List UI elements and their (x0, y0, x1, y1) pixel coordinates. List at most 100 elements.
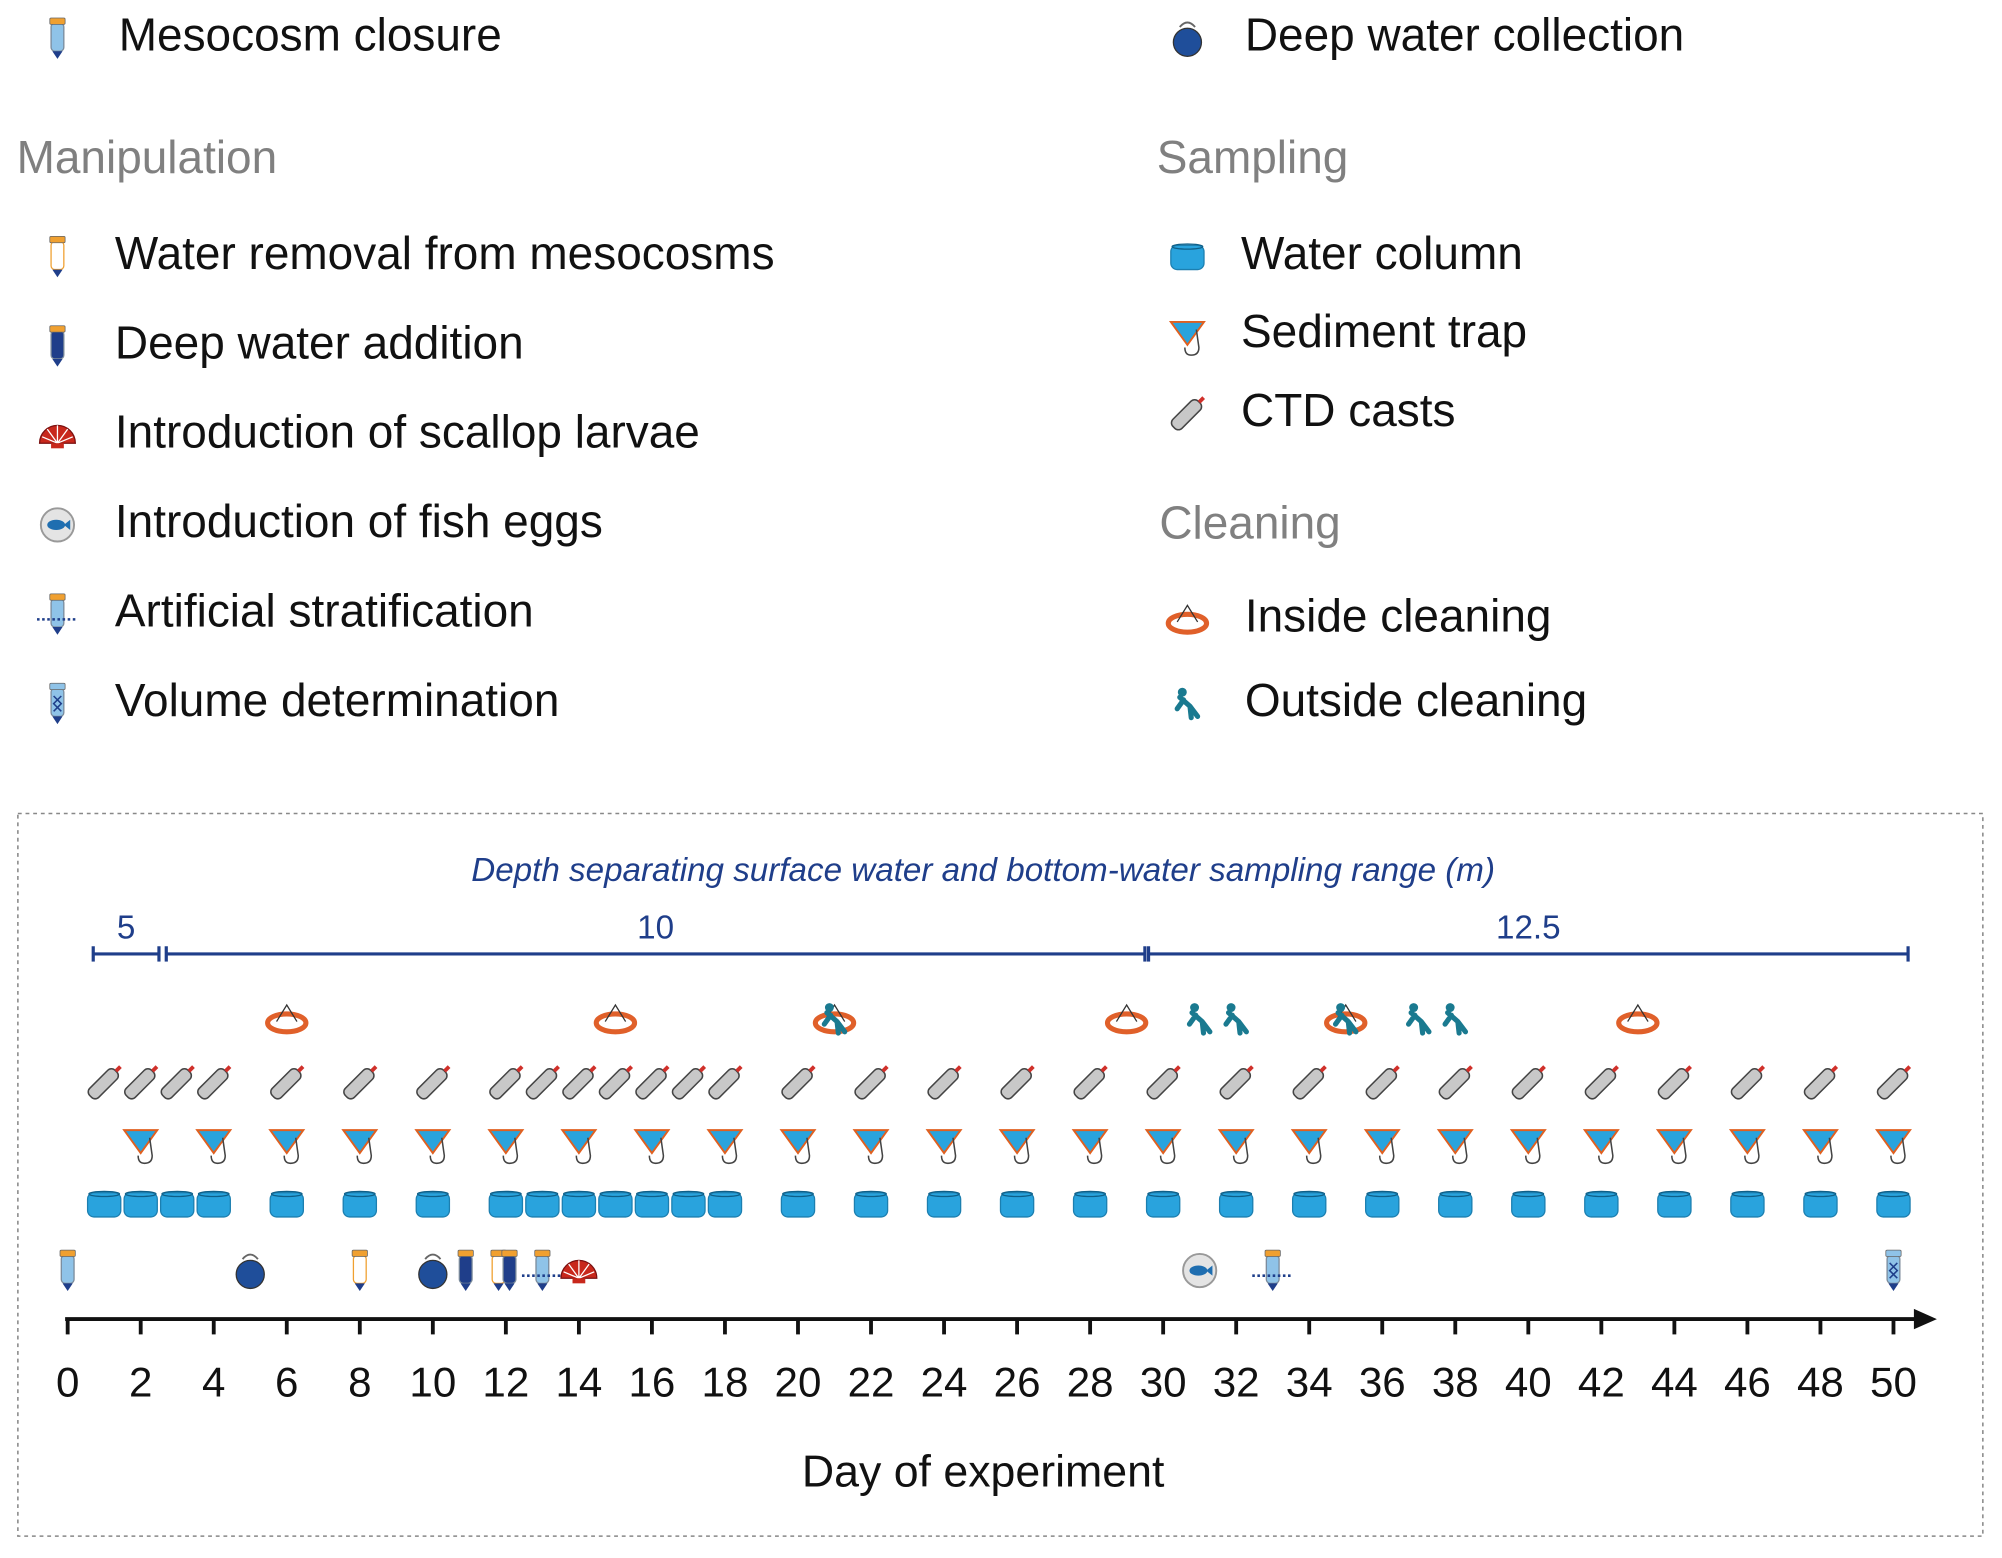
trap-icon (1875, 1129, 1912, 1165)
legend-label: Volume determination (115, 674, 559, 726)
shell-hinge (572, 1278, 586, 1284)
ctd-body (1219, 1067, 1252, 1100)
bag (418, 1259, 448, 1290)
bag (1172, 27, 1203, 57)
timeline-frame (17, 812, 1984, 1537)
fish-tail (1206, 1265, 1213, 1276)
x-tick-label: 46 (1724, 1359, 1771, 1406)
diver-body (1223, 1010, 1249, 1036)
ctd-probe (1219, 1065, 1254, 1100)
addition-icon (501, 1249, 518, 1291)
outside-icon (821, 1003, 848, 1036)
ctd-tip (1319, 1065, 1327, 1073)
cylinder-top (124, 1190, 157, 1198)
outside-icon (1442, 1003, 1469, 1036)
tube-tip (493, 1283, 504, 1291)
closure-icon (49, 17, 66, 59)
cylinder (525, 1192, 560, 1218)
ctd-probe (927, 1065, 962, 1100)
column-icon (1365, 1190, 1400, 1218)
trap-hook (794, 1137, 811, 1165)
trap-hook (867, 1137, 884, 1165)
ctd-body (1803, 1067, 1836, 1100)
diver-body (821, 1010, 848, 1036)
cylinder (634, 1192, 670, 1218)
tube-body (50, 240, 65, 271)
tube-cap (49, 682, 66, 691)
ctd-icon (1146, 1065, 1181, 1100)
ctd-icon (927, 1065, 962, 1100)
cylinder-top (197, 1190, 230, 1198)
trap-icon (122, 1129, 160, 1165)
trap-icon (1582, 1129, 1620, 1165)
x-tick-label: 8 (348, 1359, 371, 1406)
tube-tip (52, 269, 63, 278)
collection-icon (1172, 21, 1203, 57)
ctd-probe (1365, 1065, 1400, 1100)
ctd-icon (1292, 1065, 1327, 1100)
cylinder-top (270, 1190, 303, 1198)
cylinder-top (1171, 243, 1204, 250)
column-icon (853, 1190, 889, 1218)
ctd-body (416, 1067, 448, 1100)
legend-label: Mesocosm closure (119, 9, 502, 61)
column-icon (1291, 1190, 1327, 1218)
collection-icon (235, 1253, 265, 1290)
ctd-icon (87, 1065, 122, 1100)
ring-rope (1627, 1003, 1649, 1022)
tube-cap (534, 1249, 551, 1257)
trap-icon (852, 1129, 890, 1165)
tube-body (50, 687, 65, 718)
x-tick-label: 12 (482, 1359, 529, 1406)
ctd-icon (781, 1065, 816, 1100)
x-tick-label: 36 (1359, 1359, 1406, 1406)
trap-hook (1890, 1137, 1906, 1165)
cylinder-top (635, 1190, 668, 1198)
ctd-probe (671, 1065, 707, 1100)
trap-hook (1184, 329, 1200, 356)
x-tick-label: 38 (1432, 1359, 1479, 1406)
cylinder-top (88, 1190, 121, 1198)
diver-head (824, 1003, 834, 1013)
ctd-probe (854, 1065, 889, 1100)
ctd-icon (489, 1065, 524, 1100)
ctd-probe (1584, 1065, 1619, 1100)
x-tick-label: 18 (702, 1359, 749, 1406)
ctd-body (1584, 1067, 1617, 1100)
cylinder-top (489, 1190, 522, 1198)
trap-hook (1086, 1137, 1103, 1165)
trap-hook (356, 1137, 373, 1165)
ctd-body (708, 1067, 740, 1100)
tube-body (60, 1254, 75, 1284)
legend-label: Water removal from mesocosms (115, 227, 775, 279)
ctd-tip (1392, 1065, 1400, 1073)
ctd-body (525, 1067, 558, 1100)
scallop-icon (38, 424, 76, 449)
column-icon (926, 1190, 962, 1218)
trap-icon (1509, 1129, 1547, 1165)
shell-hinge (51, 443, 64, 449)
ring (1616, 1011, 1660, 1035)
ctd-probe (1146, 1065, 1181, 1100)
ctd-icon (562, 1065, 597, 1100)
ctd-icon (1000, 1065, 1035, 1100)
legend-label: CTD casts (1241, 384, 1455, 436)
trap-hook (137, 1137, 153, 1165)
legend-group-title: Cleaning (1159, 496, 1340, 548)
cylinder (86, 1192, 122, 1218)
tube-body (352, 1254, 367, 1284)
cylinder (1170, 244, 1205, 271)
ctd-tip (151, 1065, 159, 1073)
ring-rope (604, 1003, 627, 1022)
column-icon (671, 1190, 706, 1218)
cylinder (707, 1192, 743, 1218)
axis-arrow (1913, 1308, 1937, 1330)
trap-icon (1217, 1129, 1255, 1165)
cylinder (1291, 1192, 1327, 1218)
diver-body (1442, 1010, 1469, 1036)
trap-icon (706, 1129, 744, 1165)
column-icon (707, 1190, 743, 1218)
cylinder (1365, 1192, 1400, 1218)
x-tick-label: 48 (1797, 1359, 1844, 1406)
diver-head (1177, 687, 1187, 697)
